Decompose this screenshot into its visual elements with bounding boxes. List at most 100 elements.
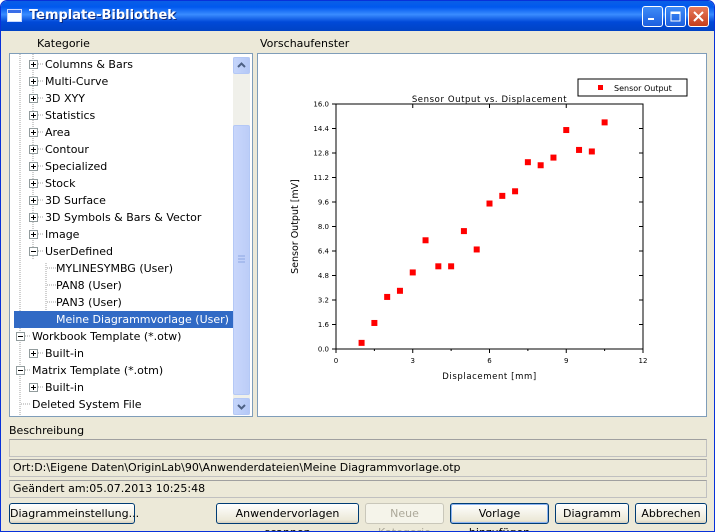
tree-scrollbar[interactable] bbox=[233, 57, 250, 415]
tree-item-label: Columns & Bars bbox=[45, 58, 133, 71]
expand-plus-icon[interactable] bbox=[29, 60, 38, 69]
expand-plus-icon[interactable] bbox=[29, 383, 38, 392]
tree-item-label: Specialized bbox=[45, 160, 108, 173]
expand-plus-icon[interactable] bbox=[29, 111, 38, 120]
collapse-minus-icon[interactable] bbox=[16, 332, 25, 341]
scroll-down-button[interactable] bbox=[233, 398, 250, 415]
tree-item-label: PAN8 (User) bbox=[56, 279, 122, 292]
expand-plus-icon[interactable] bbox=[29, 349, 38, 358]
tree-item[interactable]: Matrix Template (*.otm) bbox=[10, 362, 234, 379]
tree-item[interactable]: Deleted System File bbox=[10, 396, 234, 413]
x-tick-label: 0 bbox=[334, 357, 338, 365]
description-field[interactable] bbox=[9, 439, 707, 457]
cancel-button[interactable]: Abbrechen bbox=[635, 503, 707, 524]
chevron-down-icon bbox=[237, 404, 246, 410]
y-tick-label: 14.4 bbox=[313, 125, 329, 133]
tree-item-label: MYLINESYMBG (User) bbox=[56, 262, 173, 275]
data-point bbox=[473, 246, 480, 253]
tree-item[interactable]: Built-in bbox=[10, 345, 234, 362]
tree-item[interactable]: Workbook Template (*.otw) bbox=[10, 328, 234, 345]
data-point bbox=[512, 188, 519, 195]
tree-item[interactable]: Multi-Curve bbox=[10, 73, 234, 90]
tree-item-label: Statistics bbox=[45, 109, 96, 122]
tree-item-label: 3D XYY bbox=[45, 92, 85, 105]
preview-panel: 0 3 6 9 12 0.0 1.6 3.2 4.8 6.4 8.0 9.6 11.2 12.8 14.4 1… bbox=[257, 53, 707, 417]
data-point bbox=[486, 200, 493, 207]
tree-item-label: Built-in bbox=[45, 381, 84, 394]
tree-item[interactable]: Contour bbox=[10, 141, 234, 158]
expand-plus-icon[interactable] bbox=[29, 179, 38, 188]
maximize-icon bbox=[670, 11, 681, 22]
tree-item[interactable]: Area bbox=[10, 124, 234, 141]
window-icon bbox=[7, 9, 22, 22]
tree-item[interactable]: Specialized bbox=[10, 158, 234, 175]
diagram-button[interactable]: Diagramm bbox=[555, 503, 629, 524]
tree-item[interactable]: MYLINESYMBG (User) bbox=[10, 260, 234, 277]
collapse-minus-icon[interactable] bbox=[16, 366, 25, 375]
scan-user-templates-button[interactable]: Anwendervorlagen scannen bbox=[216, 503, 359, 531]
tree-item[interactable]: Stock bbox=[10, 175, 234, 192]
tree-item-label: UserDefined bbox=[45, 245, 113, 258]
x-tick-label: 12 bbox=[639, 357, 648, 365]
tree-item-label: Built-in bbox=[45, 347, 84, 360]
data-point bbox=[409, 269, 416, 276]
y-axis-label: Sensor Output [mV] bbox=[290, 179, 301, 274]
tree-item-label: Meine Diagrammvorlage (User) bbox=[14, 311, 234, 328]
data-point bbox=[563, 127, 570, 134]
tree-item[interactable]: UserDefined bbox=[10, 243, 234, 260]
expand-plus-icon[interactable] bbox=[29, 230, 38, 239]
tree-item[interactable]: PAN3 (User) bbox=[10, 294, 234, 311]
tree-item[interactable]: Image bbox=[10, 226, 234, 243]
tree-item[interactable]: Columns & Bars bbox=[10, 56, 234, 73]
category-tree[interactable]: Columns & Bars Multi-Curve 3D XYY Statistic… bbox=[9, 53, 253, 417]
data-point bbox=[448, 263, 455, 270]
y-tick-label: 4.8 bbox=[318, 272, 329, 280]
category-label: Kategorie bbox=[37, 37, 90, 50]
scroll-thumb[interactable] bbox=[233, 125, 250, 395]
add-template-button[interactable]: Vorlage hinzufügen bbox=[450, 503, 549, 531]
legend-label: Sensor Output bbox=[614, 84, 672, 93]
legend-marker bbox=[598, 85, 603, 90]
tree-item-label: Multi-Curve bbox=[45, 75, 109, 88]
data-point bbox=[550, 154, 557, 161]
y-tick-label: 11.2 bbox=[313, 174, 329, 182]
tree-item[interactable]: 3D XYY bbox=[10, 90, 234, 107]
expand-plus-icon[interactable] bbox=[29, 145, 38, 154]
tree-item[interactable]: 3D Surface bbox=[10, 192, 234, 209]
data-point bbox=[499, 192, 506, 199]
data-point bbox=[576, 146, 583, 153]
expand-plus-icon[interactable] bbox=[29, 94, 38, 103]
expand-plus-icon[interactable] bbox=[29, 213, 38, 222]
title-bar[interactable]: Template-Bibliothek bbox=[1, 1, 714, 31]
preview-label: Vorschaufenster bbox=[260, 37, 350, 50]
tree-item[interactable]: 3D Symbols & Bars & Vector bbox=[10, 209, 234, 226]
scroll-up-button[interactable] bbox=[233, 57, 250, 74]
expand-plus-icon[interactable] bbox=[29, 162, 38, 171]
data-point bbox=[435, 263, 442, 270]
x-tick-label: 3 bbox=[411, 357, 415, 365]
diagram-settings-button[interactable]: Diagrammeinstellung... bbox=[9, 503, 139, 524]
y-tick-label: 16.0 bbox=[313, 101, 329, 109]
tree-item[interactable]: Built-in bbox=[10, 379, 234, 396]
tree-item[interactable]: PAN8 (User) bbox=[10, 277, 234, 294]
tree-item-label: Workbook Template (*.otw) bbox=[32, 330, 182, 343]
tree-item[interactable]: Statistics bbox=[10, 107, 234, 124]
new-category-button[interactable]: Neue Kategorie bbox=[365, 503, 444, 531]
chevron-up-icon bbox=[237, 62, 246, 68]
minimize-button[interactable] bbox=[642, 6, 663, 27]
close-button[interactable] bbox=[688, 6, 709, 27]
expand-plus-icon[interactable] bbox=[29, 77, 38, 86]
tree-item-label: Matrix Template (*.otm) bbox=[32, 364, 164, 377]
maximize-button[interactable] bbox=[665, 6, 686, 27]
data-point bbox=[588, 148, 595, 155]
data-point bbox=[460, 228, 467, 235]
x-axis-label: Displacement [mm] bbox=[442, 372, 537, 382]
expand-plus-icon[interactable] bbox=[29, 196, 38, 205]
expand-plus-icon[interactable] bbox=[29, 128, 38, 137]
tree-item-label: Deleted System File bbox=[32, 398, 142, 411]
collapse-minus-icon[interactable] bbox=[29, 247, 38, 256]
data-point bbox=[358, 339, 365, 346]
x-tick-label: 6 bbox=[487, 357, 492, 365]
tree-item[interactable]: Meine Diagrammvorlage (User) bbox=[10, 311, 234, 328]
